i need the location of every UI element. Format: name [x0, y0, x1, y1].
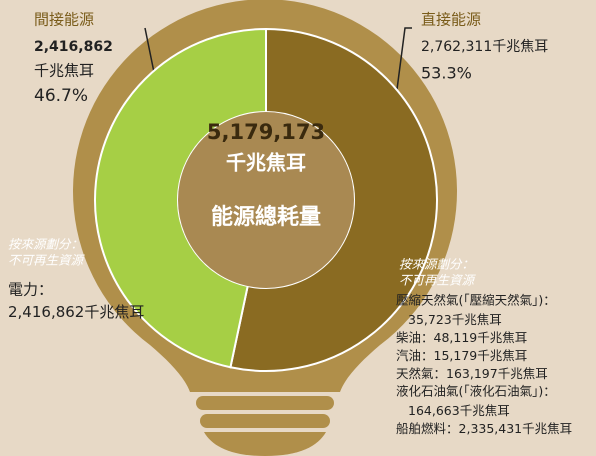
value-number: 2,762,311	[421, 39, 492, 55]
slice-name: 直接能源	[421, 11, 481, 29]
item-label: 船舶燃料：	[396, 421, 459, 436]
item: 汽油：15,179千兆焦耳	[396, 348, 527, 363]
center-total: 5,179,173	[207, 120, 325, 144]
value-number: 163,197	[446, 366, 498, 381]
slice-percent: 46.7%	[34, 86, 88, 106]
value-unit: 千兆焦耳	[477, 348, 527, 363]
bulb-tip	[204, 432, 326, 456]
item-label: 柴油：	[396, 330, 434, 345]
value-unit: 千兆焦耳	[84, 303, 144, 321]
item-label: 液化石油氣(「液化石油氣」)：	[396, 384, 556, 399]
slice-percent: 53.3%	[421, 64, 472, 83]
breakdown-note: 不可再生資源	[8, 253, 86, 268]
breakdown-note: 按來源劃分：	[399, 257, 474, 272]
value-unit: 千兆焦耳	[460, 403, 510, 418]
value-number: 35,723	[408, 312, 452, 327]
item-label: 壓縮天然氣(「壓縮天然氣」)：	[396, 293, 556, 308]
item-value: 35,723千兆焦耳	[408, 312, 502, 327]
slice-value: 2,416,862	[34, 39, 113, 55]
item-value: 164,663千兆焦耳	[408, 403, 510, 418]
value-number: 2,416,862	[8, 303, 84, 321]
bulb-thread	[196, 396, 334, 410]
slice-unit: 千兆焦耳	[34, 62, 94, 80]
value-unit: 千兆焦耳	[477, 330, 527, 345]
item-label: 天然氣：	[396, 366, 446, 381]
item: 船舶燃料：2,335,431千兆焦耳	[396, 421, 572, 436]
item: 柴油：48,119千兆焦耳	[396, 330, 527, 345]
slice-value: 2,762,311千兆焦耳	[421, 39, 548, 55]
item-label: 電力：	[8, 281, 53, 299]
item-label: 汽油：	[396, 348, 434, 363]
value-number: 15,179	[434, 348, 478, 363]
value-unit: 千兆焦耳	[522, 421, 572, 436]
value-unit: 千兆焦耳	[492, 39, 548, 55]
value-number: 48,119	[434, 330, 478, 345]
value-number: 2,335,431	[459, 421, 523, 436]
donut-center	[178, 112, 354, 288]
center-unit: 千兆焦耳	[226, 151, 306, 175]
item: 天然氣：163,197千兆焦耳	[396, 366, 548, 381]
value-unit: 千兆焦耳	[498, 366, 548, 381]
value-number: 164,663	[408, 403, 460, 418]
value-unit: 千兆焦耳	[452, 312, 502, 327]
slice-name: 間接能源	[34, 11, 94, 29]
center-caption: 能源總耗量	[211, 204, 321, 230]
item-value: 2,416,862千兆焦耳	[8, 303, 144, 321]
breakdown-note: 不可再生資源	[399, 273, 477, 288]
breakdown-note: 按來源劃分：	[8, 237, 83, 252]
bulb-thread	[200, 414, 330, 428]
